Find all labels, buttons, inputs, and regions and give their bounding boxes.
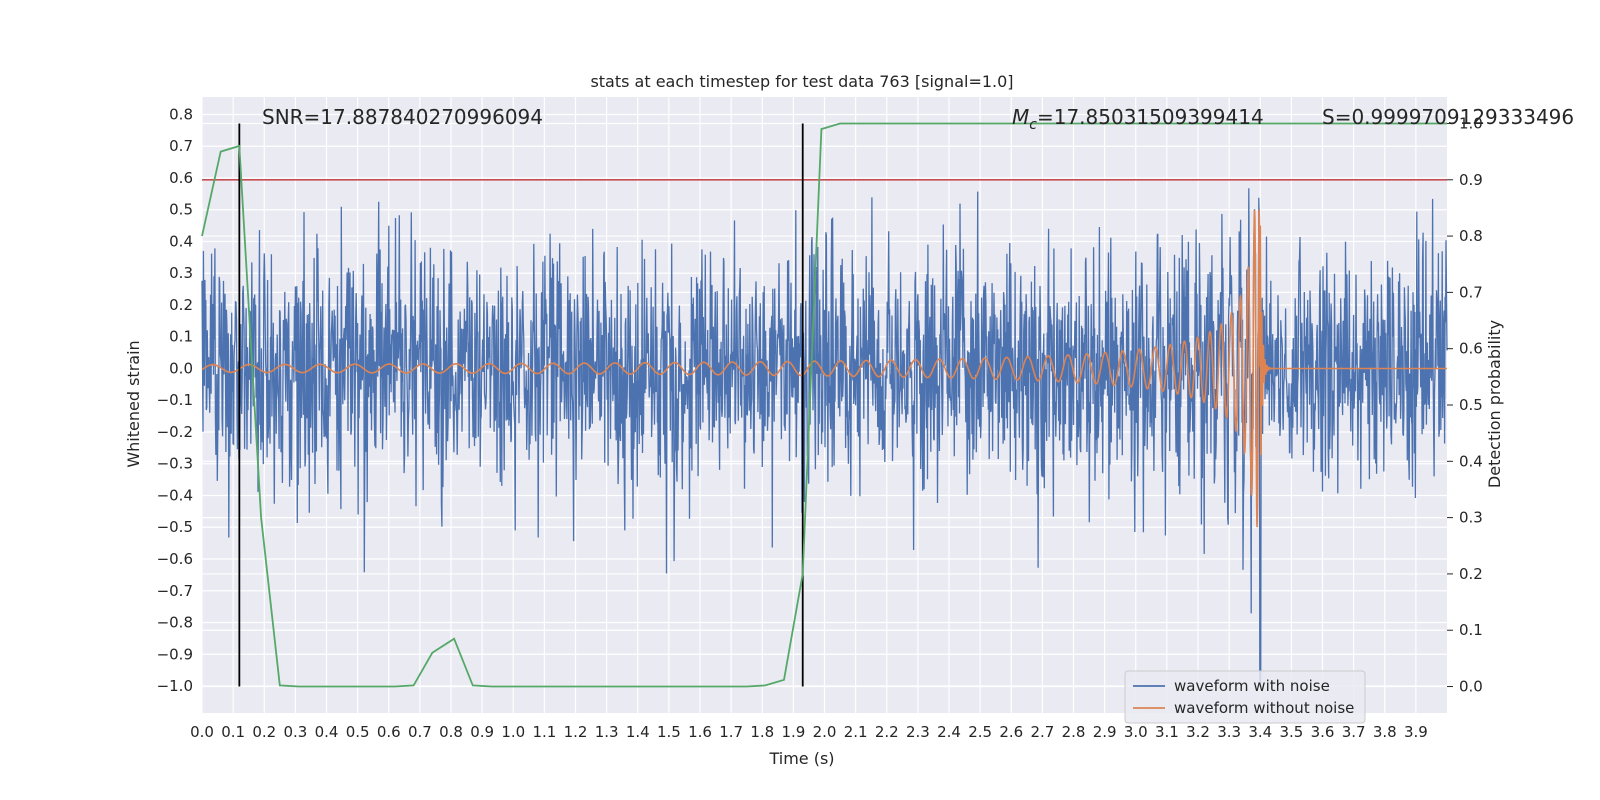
y-tick-label: −0.3 [157, 455, 193, 473]
y2-tick-label: 0.6 [1459, 340, 1483, 358]
x-tick-label: 3.5 [1279, 723, 1303, 741]
x-tick-label: 2.3 [906, 723, 930, 741]
series-waveform-without-noise [201, 209, 1447, 528]
y-tick-label: −0.8 [157, 614, 193, 632]
y2-tick-label: 1.0 [1459, 114, 1483, 132]
x-tick-label: 3.3 [1217, 723, 1241, 741]
y2-axis-label: Detection probability [1485, 320, 1504, 488]
y-tick-label: −0.1 [157, 391, 193, 409]
snr-annotation: SNR=17.887840270996094 [262, 105, 543, 129]
x-tick-label: 3.2 [1186, 723, 1210, 741]
y-tick-label: 0.1 [169, 328, 193, 346]
y2-tick-label: 0.0 [1459, 678, 1483, 696]
x-tick-label: 2.5 [968, 723, 992, 741]
y-tick-label: −0.5 [157, 518, 193, 536]
x-tick-label: 3.6 [1311, 723, 1335, 741]
y-tick-label: 0.5 [169, 201, 193, 219]
x-tick-label: 2.1 [844, 723, 868, 741]
x-tick-label: 2.7 [1030, 723, 1054, 741]
chart-title: stats at each timestep for test data 763… [590, 72, 1013, 91]
x-tick-label: 0.3 [283, 723, 307, 741]
x-tick-label: 3.1 [1155, 723, 1179, 741]
legend-box [1124, 670, 1366, 724]
y-tick-label: 0.0 [169, 359, 193, 377]
x-tick-label: 0.5 [346, 723, 370, 741]
x-tick-label: 1.9 [781, 723, 805, 741]
series-detection-probability [201, 122, 1447, 688]
x-tick-label: 3.4 [1248, 723, 1272, 741]
x-tick-label: 2.9 [1093, 723, 1117, 741]
x-tick-label: 3.7 [1342, 723, 1366, 741]
y2-tick-label: 0.9 [1459, 171, 1483, 189]
x-tick-label: 2.8 [1062, 723, 1086, 741]
y-axis-label: Whitened strain [124, 340, 143, 467]
y2-tick-label: 0.3 [1459, 509, 1483, 527]
x-tick-label: 3.9 [1404, 723, 1428, 741]
x-tick-label: 1.8 [750, 723, 774, 741]
x-tick-label: 1.6 [688, 723, 712, 741]
x-tick-label: 0.4 [315, 723, 339, 741]
score-annotation: S=0.9999709129333496 [1322, 105, 1574, 129]
x-tick-label: 1.3 [595, 723, 619, 741]
x-tick-label: 1.5 [657, 723, 681, 741]
x-tick-label: 2.0 [813, 723, 837, 741]
y-tick-label: 0.3 [169, 264, 193, 282]
y-tick-label: 0.7 [169, 137, 193, 155]
y-tick-label: −0.7 [157, 582, 193, 600]
x-tick-label: 1.2 [564, 723, 588, 741]
y-tick-label: 0.4 [169, 232, 193, 250]
x-axis-label: Time (s) [768, 749, 834, 768]
y2-tick-label: 0.2 [1459, 565, 1483, 583]
x-tick-label: 0.7 [408, 723, 432, 741]
y-tick-label: −0.6 [157, 550, 193, 568]
series-waveform-with-noise [201, 188, 1448, 687]
y-tick-label: −0.9 [157, 645, 193, 663]
y2-tick-label: 0.5 [1459, 396, 1483, 414]
y-tick-label: 0.6 [169, 169, 193, 187]
y-tick-label: −1.0 [157, 677, 193, 695]
x-tick-label: 2.4 [937, 723, 961, 741]
x-tick-label: 2.6 [999, 723, 1023, 741]
y-tick-label: 0.2 [169, 296, 193, 314]
chirp-mass-symbol: M [1012, 105, 1029, 129]
tick-labels: 0.0 0.1 0.2 0.3 0.4 0.5 0.6 0.7 0.8 0.9 1.0 1.1 1.2 1… [157, 105, 1483, 741]
x-tick-label: 0.8 [439, 723, 463, 741]
y2-tick-label: 0.8 [1459, 227, 1483, 245]
x-tick-label: 0.9 [470, 723, 494, 741]
series-layer [201, 122, 1448, 688]
chirp-mass-subscript: c [1029, 117, 1037, 133]
y-tick-label: −0.4 [157, 486, 193, 504]
x-tick-label: 0.6 [377, 723, 401, 741]
y2-tick-label: 0.7 [1459, 283, 1483, 301]
chirp-mass-annotation: Mc=17.85031509399414 [1012, 105, 1264, 133]
y-tick-label: −0.2 [157, 423, 193, 441]
legend-label-clean: waveform without noise [1174, 699, 1354, 717]
x-tick-label: 2.2 [875, 723, 899, 741]
x-tick-label: 0.2 [252, 723, 276, 741]
y-tick-label: 0.8 [169, 105, 193, 123]
x-tick-label: 1.7 [719, 723, 743, 741]
x-tick-label: 0.0 [190, 723, 214, 741]
y2-tick-label: 0.4 [1459, 452, 1483, 470]
x-tick-label: 0.1 [221, 723, 245, 741]
x-tick-label: 1.4 [626, 723, 650, 741]
x-tick-label: 1.1 [532, 723, 556, 741]
x-tick-label: 1.0 [501, 723, 525, 741]
legend-label-noise: waveform with noise [1174, 677, 1330, 695]
legend: waveform with noise waveform without noi… [1124, 670, 1366, 724]
chirp-mass-value: =17.85031509399414 [1037, 105, 1264, 129]
y2-tick-label: 0.1 [1459, 621, 1483, 639]
x-tick-label: 3.8 [1373, 723, 1397, 741]
x-tick-label: 3.0 [1124, 723, 1148, 741]
